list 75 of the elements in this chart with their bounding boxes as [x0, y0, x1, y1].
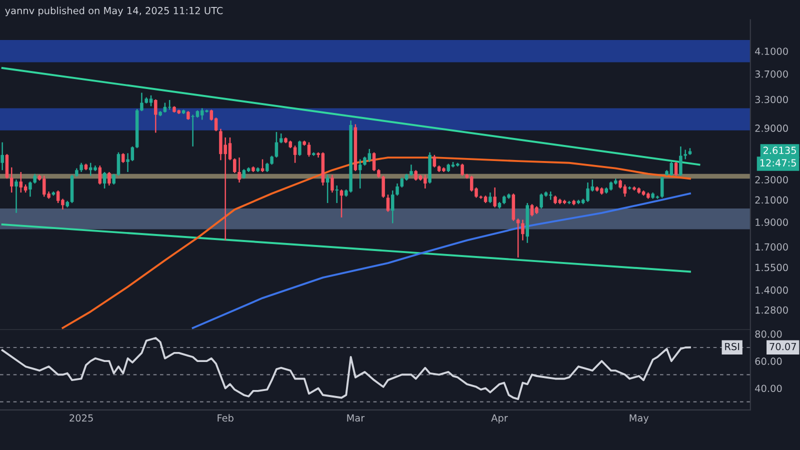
candlestick [14, 178, 18, 214]
y-tick-label: 4.1000 [755, 48, 788, 55]
y-tick-label: 1.5500 [756, 264, 788, 272]
candlestick [98, 164, 102, 186]
candlestick [396, 182, 399, 196]
y-tick-label: 60.00 [755, 358, 782, 365]
candlestick [242, 168, 246, 180]
candlestick [358, 158, 362, 190]
candlestick [112, 173, 116, 186]
candlestick [116, 152, 120, 176]
candlestick [33, 173, 36, 184]
y-tick-label: 3.3000 [755, 96, 788, 104]
candlestick [386, 194, 390, 212]
y-tick-label: 80.00 [755, 330, 782, 338]
candlestick [80, 162, 83, 173]
text: 70.07 [770, 342, 796, 350]
line-series [192, 192, 691, 329]
candlestick [102, 171, 106, 190]
chart-title: yannv published on May 14, 2025 11:12 UTC [5, 6, 223, 16]
candlestick [154, 98, 158, 134]
x-tick-label: Mar [347, 414, 365, 422]
candlestick [391, 190, 394, 224]
candlestick [660, 176, 664, 198]
candlestick [516, 218, 520, 258]
candlestick [279, 132, 283, 144]
candlestick [10, 166, 14, 194]
x-tick-label: May [630, 414, 649, 424]
line-series [1, 337, 691, 400]
candlestick [432, 154, 436, 168]
text: 2.6135 [763, 146, 796, 154]
line-series [62, 156, 691, 329]
candlestick [460, 163, 464, 176]
candlestick [400, 177, 404, 188]
x-tick-label: 2025 [70, 414, 93, 422]
candlestick [28, 180, 32, 198]
candlestick [382, 175, 385, 198]
candlestick [233, 158, 236, 174]
candlestick [163, 102, 167, 114]
candlestick [410, 164, 413, 176]
candlestick [493, 186, 496, 208]
x-tick-label: Apr [491, 414, 508, 424]
candlestick [293, 144, 297, 164]
candlestick [238, 156, 241, 184]
candlestick [19, 171, 23, 194]
y-tick-label: 1.7000 [756, 243, 788, 251]
candlestick [307, 142, 311, 158]
candlestick [122, 152, 125, 164]
candlestick [340, 188, 344, 218]
x-tick-label: Feb [218, 414, 234, 422]
candlestick [684, 149, 687, 160]
candlestick [326, 174, 330, 204]
y-tick-label: 2.9000 [755, 124, 788, 132]
candlestick [5, 153, 9, 180]
candlestick [330, 174, 334, 194]
candlestick [0, 142, 4, 171]
candlestick [488, 192, 492, 204]
y-tick-label: 2.1000 [755, 196, 788, 204]
y-tick-label: 1.2800 [756, 306, 788, 314]
text: 12:47:5 [760, 159, 796, 167]
candlestick [679, 146, 682, 176]
candlestick [372, 152, 376, 172]
candlestick [108, 171, 111, 186]
y-tick-label: 2.3000 [755, 176, 788, 184]
candlestick [266, 162, 269, 173]
y-tick-label: 3.7000 [755, 70, 788, 78]
candlestick [140, 92, 144, 112]
y-tick-label: 40.00 [755, 384, 782, 392]
candlestick [521, 219, 524, 241]
annotation: RSI [725, 342, 740, 350]
y-tick-label: 1.9000 [756, 218, 788, 226]
y-tick-label: 1.4000 [756, 286, 788, 294]
candlestick [674, 161, 678, 176]
candlestick [298, 140, 302, 156]
candlestick [274, 131, 278, 158]
candlestick [335, 184, 338, 204]
